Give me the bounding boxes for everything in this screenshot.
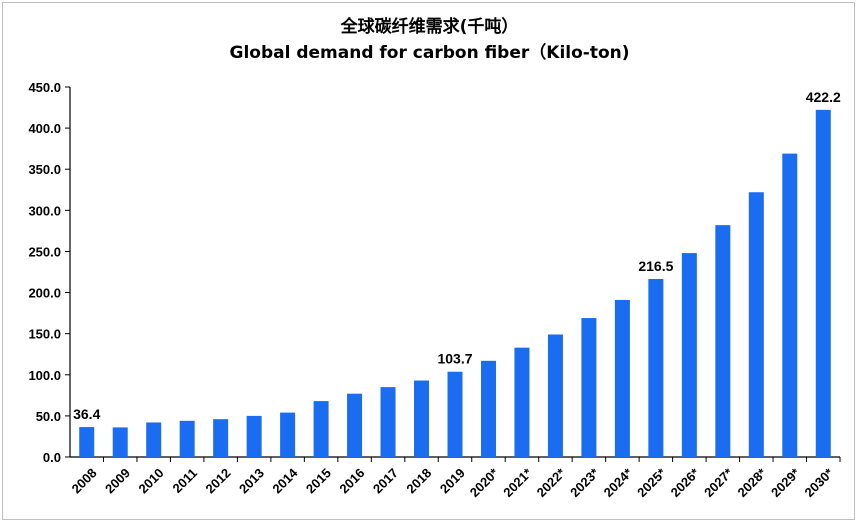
x-tick-label: 2008 — [69, 465, 100, 496]
y-tick-label: 200.0 — [28, 286, 61, 301]
y-tick-label: 250.0 — [28, 244, 61, 259]
bar — [614, 299, 630, 457]
x-tick-label: 2020* — [467, 465, 502, 500]
x-tick-label: 2026* — [668, 465, 703, 500]
bar — [681, 253, 697, 457]
x-tick-label: 2016 — [336, 465, 367, 496]
data-labels: 36.4 103.7 216.5 422.2 — [73, 89, 841, 422]
bar — [514, 347, 530, 457]
bar — [79, 427, 95, 457]
x-tick-label: 2027* — [701, 465, 736, 500]
x-tick-label: 2013 — [236, 465, 267, 496]
chart-title: 全球碳纤维需求(千吨） — [340, 17, 519, 37]
data-label: 216.5 — [638, 258, 673, 274]
bar — [146, 422, 162, 457]
bar — [782, 153, 798, 457]
x-tick-label: 2025* — [634, 465, 669, 500]
bar — [112, 427, 128, 457]
y-tick-labels: 0.0 50.0 100.0 150.0 200.0 250.0 300.0 350.0 400… — [28, 80, 61, 465]
x-tick-labels: 2008 2009 2010 2011 2012 2013 2014 2015 2016 2017… — [69, 465, 837, 500]
bar — [581, 318, 597, 457]
bar — [447, 371, 463, 457]
bar — [648, 278, 664, 457]
x-tick-label: 2009 — [102, 465, 133, 496]
bar — [480, 360, 496, 457]
x-tick-label: 2017 — [370, 465, 401, 496]
y-tick-label: 400.0 — [28, 121, 61, 136]
x-tick-label: 2030* — [802, 465, 837, 500]
x-tick-label: 2015 — [303, 465, 334, 496]
x-tick-label: 2019 — [437, 465, 468, 496]
y-tick-label: 100.0 — [28, 368, 61, 383]
data-label: 103.7 — [437, 351, 472, 367]
x-tick-label: 2021* — [500, 465, 535, 500]
x-tick-label: 2023* — [567, 465, 602, 500]
bar — [313, 401, 329, 457]
y-tick-label: 300.0 — [28, 203, 61, 218]
x-tick-label: 2011 — [170, 465, 201, 496]
bar — [179, 420, 195, 457]
x-tick-label: 2018 — [403, 465, 434, 496]
bar — [414, 380, 430, 457]
data-label: 36.4 — [73, 406, 100, 422]
y-tick-label: 150.0 — [28, 327, 61, 342]
x-tick-label: 2014 — [269, 465, 301, 497]
bar — [280, 412, 296, 457]
x-tick-label: 2029* — [768, 465, 803, 500]
data-label: 422.2 — [806, 89, 841, 105]
x-tick-label: 2022* — [534, 465, 569, 500]
x-tick-label: 2028* — [735, 465, 770, 500]
bar — [547, 334, 563, 457]
bar — [715, 225, 731, 457]
bar — [380, 387, 396, 457]
x-tick-label: 2012 — [202, 465, 233, 496]
bar — [213, 419, 229, 457]
y-tick-label: 0.0 — [43, 450, 61, 465]
y-tick-label: 50.0 — [36, 409, 61, 424]
x-tick-label: 2024* — [601, 465, 636, 500]
bar — [246, 415, 262, 457]
bar — [347, 393, 363, 457]
y-tick-label: 450.0 — [28, 80, 61, 95]
chart-subtitle: Global demand for carbon fiber（Kilo-ton) — [229, 43, 630, 63]
bars — [79, 109, 831, 457]
x-tick-label: 2010 — [136, 465, 167, 496]
bar — [815, 109, 831, 457]
bar — [748, 192, 764, 457]
y-tick-label: 350.0 — [28, 162, 61, 177]
